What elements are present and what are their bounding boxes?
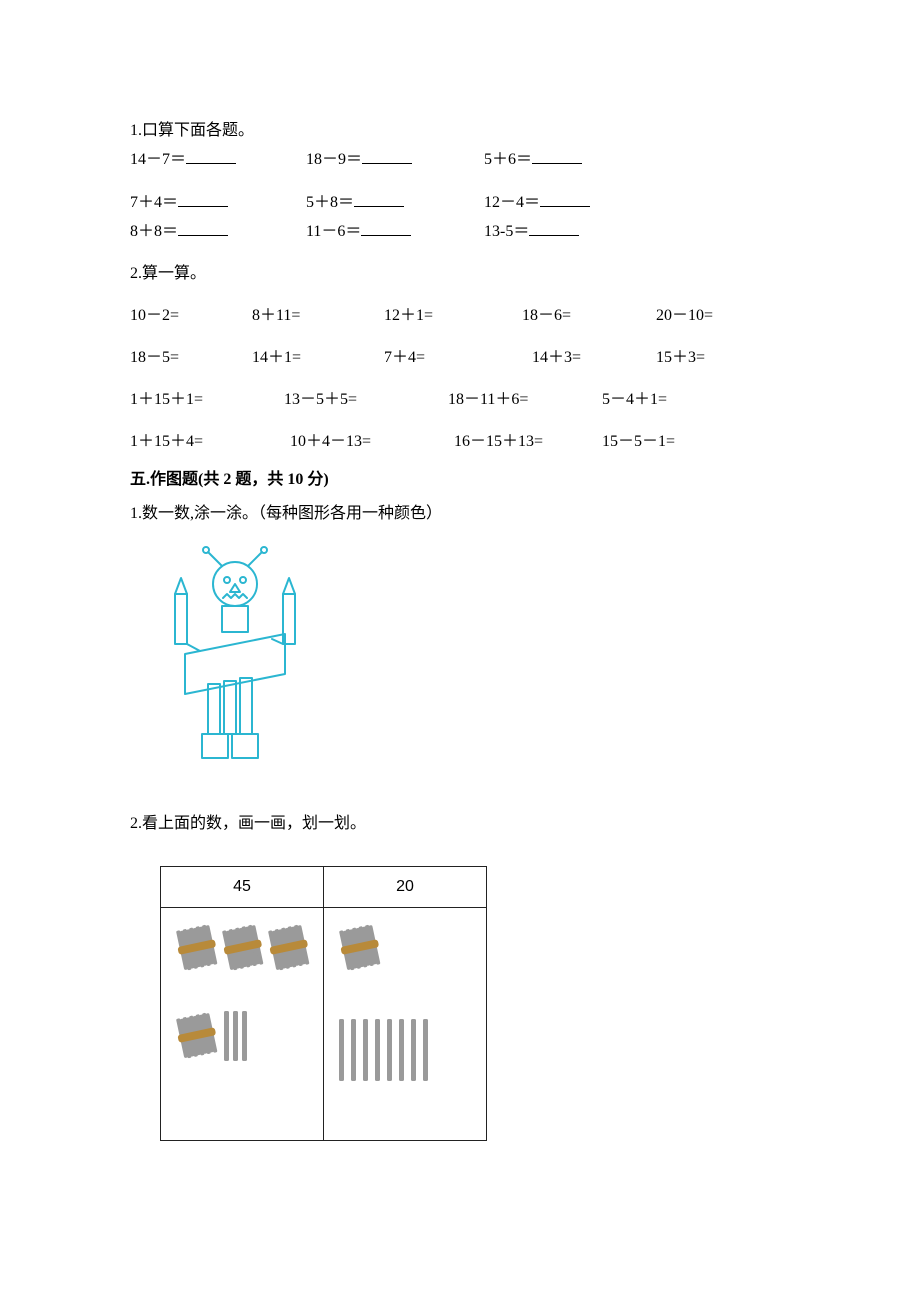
answer-blank[interactable] xyxy=(540,190,590,207)
q1-expr: 12－4＝ xyxy=(484,190,634,215)
worksheet-page: 1.口算下面各题。 14－7＝ 18－9＝ 5＋6＝ 7＋4＝ 5＋8＝ 12－… xyxy=(0,0,920,1221)
cell-45 xyxy=(161,908,324,1141)
q2-row-1: 10－2= 8＋11= 12＋1= 18－6= 20－10= xyxy=(130,304,790,328)
q2-expr: 16－15＋13= xyxy=(454,430,598,454)
robot-icon xyxy=(130,544,340,764)
answer-blank[interactable] xyxy=(178,190,228,207)
sticks-table-wrap: 45 20 xyxy=(160,866,790,1141)
col-header-20: 20 xyxy=(324,867,487,908)
q1-expr: 7＋4＝ xyxy=(130,190,302,215)
q1-row-1: 14－7＝ 18－9＝ 5＋6＝ xyxy=(130,147,790,172)
answer-blank[interactable] xyxy=(186,147,236,164)
q2-expr: 14＋3= xyxy=(532,346,652,370)
answer-blank[interactable] xyxy=(178,219,228,236)
q2-expr: 1＋15＋1= xyxy=(130,388,280,412)
q2-expr: 20－10= xyxy=(656,304,756,328)
q2-row-3: 1＋15＋1= 13－5＋5= 18－11＋6= 5－4＋1= xyxy=(130,388,790,412)
q2-expr: 18－6= xyxy=(522,304,652,328)
q1-expr: 11－6＝ xyxy=(306,219,480,244)
table-row xyxy=(161,908,487,1141)
section-5-heading: 五.作图题(共 2 题，共 10 分) xyxy=(130,468,790,492)
q2-expr: 10＋4－13= xyxy=(290,430,450,454)
q1-expr: 8＋8＝ xyxy=(130,219,302,244)
q1-expr: 18－9＝ xyxy=(306,147,480,172)
q2-expr: 18－5= xyxy=(130,346,248,370)
q2-expr: 15－5－1= xyxy=(602,430,722,454)
answer-blank[interactable] xyxy=(361,219,411,236)
drawq2-prompt: 2.看上面的数，画一画，划一划。 xyxy=(130,812,790,836)
q2-prompt: 2.算一算。 xyxy=(130,262,790,286)
sticks-cell-icon xyxy=(162,909,322,1139)
q2-row-2: 18－5= 14＋1= 7＋4= 14＋3= 15＋3= xyxy=(130,346,790,370)
q2-expr: 5－4＋1= xyxy=(602,388,722,412)
q2-expr: 12＋1= xyxy=(384,304,518,328)
q2-expr: 18－11＋6= xyxy=(448,388,598,412)
answer-blank[interactable] xyxy=(362,147,412,164)
q2-expr: 15＋3= xyxy=(656,346,756,370)
q2-expr: 13－5＋5= xyxy=(284,388,444,412)
answer-blank[interactable] xyxy=(354,190,404,207)
q2-row-4: 1＋15＋4= 10＋4－13= 16－15＋13= 15－5－1= xyxy=(130,430,790,454)
q2-expr: 10－2= xyxy=(130,304,248,328)
q1-row-3: 8＋8＝ 11－6＝ 13-5＝ xyxy=(130,219,790,244)
q1-expr: 14－7＝ xyxy=(130,147,302,172)
q1-expr: 5＋6＝ xyxy=(484,147,634,172)
sticks-cell-icon xyxy=(325,909,485,1139)
table-row: 45 20 xyxy=(161,867,487,908)
sticks-table: 45 20 xyxy=(160,866,487,1141)
cell-20 xyxy=(324,908,487,1141)
q1-expr: 13-5＝ xyxy=(484,219,634,244)
q1-row-2: 7＋4＝ 5＋8＝ 12－4＝ xyxy=(130,190,790,215)
drawq1-prompt: 1.数一数,涂一涂。（每种图形各用一种颜色） xyxy=(130,502,790,526)
q2-expr: 14＋1= xyxy=(252,346,380,370)
answer-blank[interactable] xyxy=(529,219,579,236)
answer-blank[interactable] xyxy=(532,147,582,164)
q2-expr: 1＋15＋4= xyxy=(130,430,286,454)
q1-expr: 5＋8＝ xyxy=(306,190,480,215)
q2-expr: 8＋11= xyxy=(252,304,380,328)
q1-prompt: 1.口算下面各题。 xyxy=(130,119,790,143)
col-header-45: 45 xyxy=(161,867,324,908)
q2-expr: 7＋4= xyxy=(384,346,528,370)
robot-figure xyxy=(130,544,790,772)
